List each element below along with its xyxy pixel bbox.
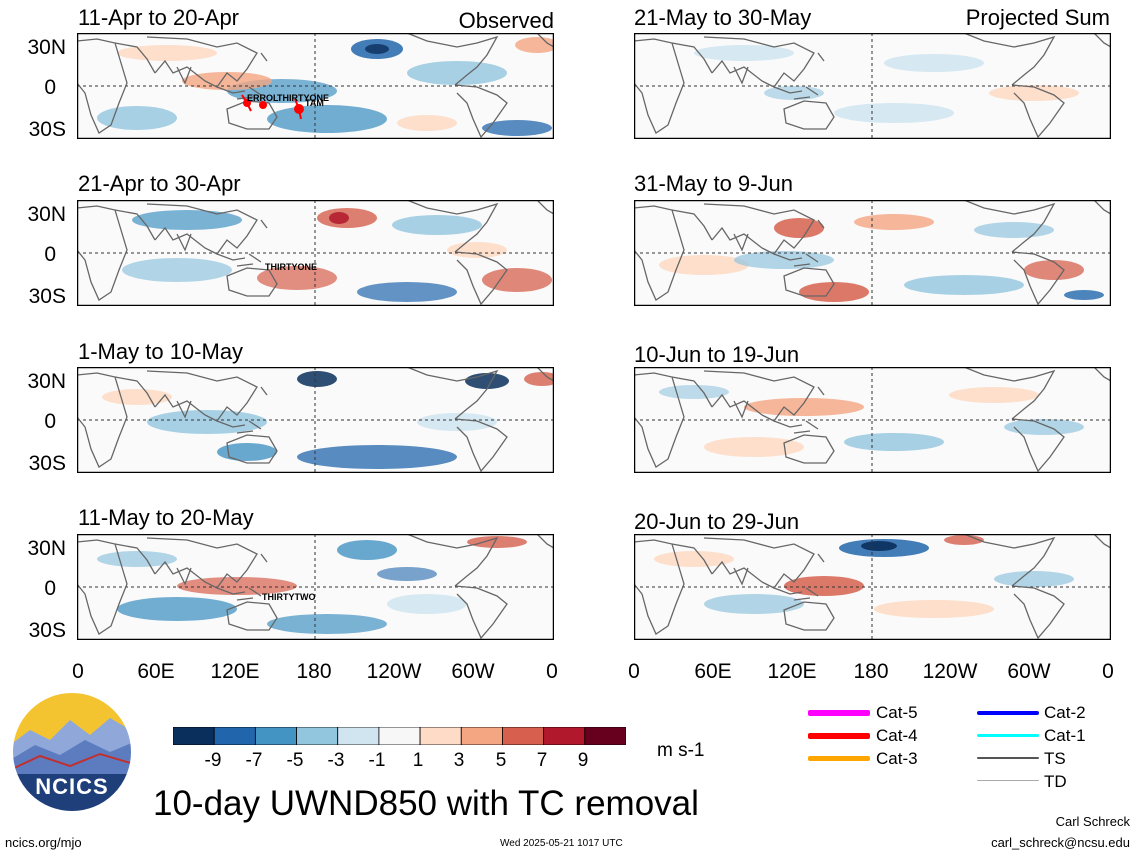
tc-label-thirtytwo: THIRTYTWO [262, 592, 316, 602]
lat-label-30s: 30S [28, 619, 66, 642]
lat-label-eq: 0 [44, 577, 56, 600]
lon-label: 0 [628, 660, 640, 683]
wind-anomaly-field [97, 536, 527, 634]
site-link[interactable]: ncics.org/mjo [5, 835, 82, 850]
colorbar-tick: -5 [286, 750, 304, 771]
legend-label-cat3: Cat-3 [876, 749, 918, 768]
projected-label: Projected Sum [965, 5, 1110, 30]
legend-swatch-td [977, 780, 1039, 781]
lon-label: 0 [1102, 660, 1114, 683]
map-panel-left-2: THIRTYONE [77, 200, 554, 306]
colorbar-tick: -7 [245, 750, 263, 771]
wind-anomaly-field [654, 535, 1074, 618]
colorbar-swatch [172, 726, 215, 746]
panel-title-left-1: 11-Apr to 20-Apr [78, 5, 240, 30]
colorbar-tick: 5 [495, 750, 507, 771]
lon-label: 60E [694, 660, 732, 683]
author-email[interactable]: carl_schreck@ncsu.edu [991, 835, 1130, 850]
colorbar-swatch [213, 726, 256, 746]
colorbar-swatch [502, 726, 545, 746]
lon-label: 120W [366, 660, 422, 683]
lat-label-eq: 0 [44, 243, 56, 266]
colorbar-swatch [543, 726, 586, 746]
colorbar-swatch [378, 726, 421, 746]
legend-label-cat1: Cat-1 [1044, 726, 1086, 745]
map-panel-right-3 [634, 367, 1111, 473]
tc-label-thirtyone: THIRTYONE [265, 262, 318, 272]
author-name: Carl Schreck [1055, 814, 1130, 829]
logo-text: NCICS [35, 774, 109, 799]
lon-label: 0 [546, 660, 558, 683]
map-panel-right-2 [634, 200, 1111, 306]
lat-label-30n: 30N [27, 36, 66, 59]
lat-label-30n: 30N [27, 203, 66, 226]
colorbar-swatch [419, 726, 462, 746]
colorbar-swatches [172, 726, 627, 746]
map-panel-right-4 [634, 534, 1111, 640]
figure-title: 10-day UWND850 with TC removal [153, 784, 699, 823]
colorbar-tick: -3 [327, 750, 345, 771]
map-panel-left-4: THIRTYTWO [77, 534, 554, 640]
lon-label: 120E [767, 660, 817, 683]
lon-label: 120E [210, 660, 260, 683]
legend-swatch-cat3 [808, 756, 870, 761]
lat-label-30s: 30S [28, 452, 66, 475]
colorbar-swatch [296, 726, 339, 746]
colorbar-tick: 7 [536, 750, 548, 771]
tc-label-thirtyone: THIRTYONE [277, 93, 330, 103]
colorbar-swatch [337, 726, 380, 746]
legend-swatch-cat2 [977, 711, 1039, 715]
legend-label-cat5: Cat-5 [876, 703, 918, 722]
lat-label-30n: 30N [27, 370, 66, 393]
legend-label-td: TD [1044, 772, 1067, 791]
colorbar-tick: -1 [368, 750, 386, 771]
colorbar-tick: 1 [412, 750, 424, 771]
legend-label-cat4: Cat-4 [876, 726, 918, 745]
lat-label-30s: 30S [28, 118, 66, 141]
lon-label: 60W [451, 660, 495, 683]
lat-label-eq: 0 [44, 410, 56, 433]
colorbar-tick: 3 [453, 750, 465, 771]
legend-swatch-cat1 [977, 734, 1039, 737]
ncics-logo: NCICS [10, 690, 134, 814]
panel-title-left-3: 1-May to 10-May [78, 339, 244, 364]
panel-title-left-2: 21-Apr to 30-Apr [78, 171, 241, 196]
lat-label-30n: 30N [27, 537, 66, 560]
lon-label: 180 [296, 660, 332, 683]
map-panel-left-1: ERROL THIRTYONE TAM [77, 33, 554, 139]
lon-label: 0 [72, 660, 84, 683]
units-label: m s-1 [657, 740, 705, 761]
lon-label: 60E [137, 660, 175, 683]
tc-tracks [241, 94, 304, 120]
panel-title-right-1: 21-May to 30-May [634, 5, 812, 30]
lon-label: 180 [853, 660, 889, 683]
timestamp: Wed 2025-05-21 1017 UTC [500, 838, 623, 849]
lat-label-eq: 0 [44, 76, 56, 99]
wind-anomaly-field [659, 385, 1084, 457]
panel-title-right-2: 31-May to 9-Jun [634, 171, 793, 196]
legend-label-ts: TS [1044, 749, 1066, 768]
colorbar-swatch [584, 726, 627, 746]
legend-swatch-ts [977, 757, 1039, 759]
panel-title-right-3: 10-Jun to 19-Jun [634, 342, 800, 367]
lon-label: 120W [922, 660, 978, 683]
legend-label-cat2: Cat-2 [1044, 703, 1086, 722]
tc-label-errol: ERROL [247, 93, 279, 103]
observed-label: Observed [458, 8, 554, 33]
lon-label: 60W [1007, 660, 1051, 683]
legend-swatch-cat4 [808, 733, 870, 739]
colorbar-swatch [460, 726, 503, 746]
colorbar-tick: -9 [204, 750, 222, 771]
panel-title-left-4: 11-May to 20-May [78, 505, 254, 530]
map-panel-right-1 [634, 33, 1111, 139]
legend-swatch-cat5 [808, 710, 870, 716]
colorbar-swatch [254, 726, 297, 746]
tc-label-tam: TAM [305, 98, 324, 108]
map-panel-left-3 [77, 367, 554, 473]
colorbar-tick: 9 [577, 750, 589, 771]
lat-label-30s: 30S [28, 285, 66, 308]
panel-title-right-4: 20-Jun to 29-Jun [634, 509, 800, 534]
colorbar [172, 726, 627, 746]
